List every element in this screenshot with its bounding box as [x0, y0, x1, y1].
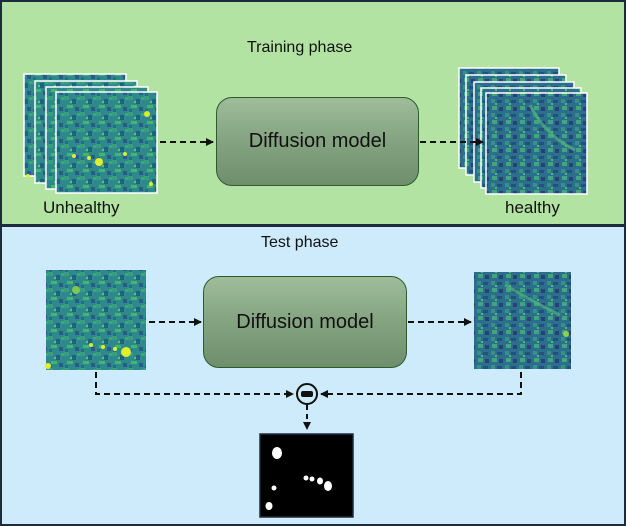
output-to-subtract-connector — [320, 372, 522, 398]
anomaly-mask-image — [259, 433, 354, 518]
test-output-image — [474, 272, 571, 369]
subtract-operator-icon — [296, 383, 318, 405]
training-input-image-stack — [23, 73, 158, 194]
training-model-label: Diffusion model — [248, 130, 387, 152]
test-diffusion-model-box: Diffusion model — [203, 276, 407, 368]
healthy-label: healthy — [505, 198, 560, 217]
test-input-image — [45, 270, 146, 370]
training-phase-title: Training phase — [247, 39, 353, 56]
test-phase-title: Test phase — [261, 234, 339, 251]
test-model-label: Diffusion model — [236, 310, 374, 333]
unhealthy-label: Unhealthy — [43, 198, 120, 217]
training-output-image-stack — [458, 67, 588, 195]
training-diffusion-model-box: Diffusion model — [216, 97, 419, 186]
input-to-subtract-connector — [95, 372, 294, 398]
